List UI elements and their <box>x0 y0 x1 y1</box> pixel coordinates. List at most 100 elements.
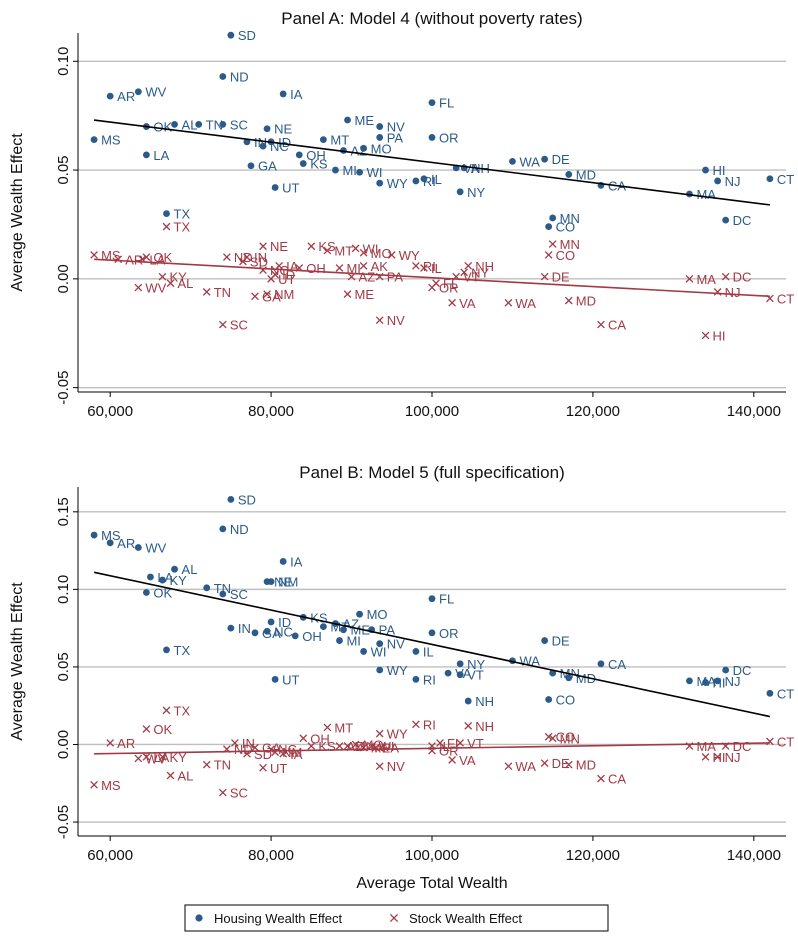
stock-point-label-mn: MN <box>560 731 580 746</box>
housing-point-label-tx: TX <box>174 643 191 658</box>
stock-point-label-me: ME <box>355 287 375 302</box>
housing-point-label-nj: NJ <box>725 174 741 189</box>
panel-b-title: Panel B: Model 5 (full specification) <box>299 463 565 482</box>
stock-point-label-ms: MS <box>101 778 121 793</box>
stock-point-il-stroke-b <box>420 264 428 272</box>
legend-housing-label: Housing Wealth Effect <box>214 911 343 926</box>
housing-point-label-nv: NV <box>387 637 405 652</box>
stock-point-label-la: LA <box>153 750 169 765</box>
housing-point-al <box>171 120 178 128</box>
housing-point-ri <box>412 177 420 185</box>
panel-a-x-tick-label: 60,000 <box>87 403 133 420</box>
housing-point-label-tn: TN <box>214 581 231 596</box>
panel-b-y-tick-label: -0.05 <box>55 805 72 839</box>
housing-point-label-wi: WI <box>371 644 387 659</box>
stock-point-label-wa: WA <box>515 759 536 774</box>
stock-point-ok-stroke-b <box>142 725 151 733</box>
panel-a-stock-fit-line <box>94 258 770 298</box>
housing-point-nv <box>376 123 384 130</box>
housing-point-sc <box>219 590 227 598</box>
panel-b-y-tick-label: 0.10 <box>55 575 72 604</box>
stock-point-label-nv: NV <box>387 313 405 328</box>
stock-point-label-nj: NJ <box>725 750 741 765</box>
housing-point-label-ok: OK <box>153 585 172 600</box>
housing-point-label-de: DE <box>552 152 570 167</box>
housing-point-label-ca: CA <box>608 657 626 672</box>
housing-point-label-ms: MS <box>101 528 121 543</box>
housing-point-label-wi: WI <box>367 165 383 180</box>
stock-point-az-stroke-b <box>347 272 356 281</box>
housing-point-label-ky: KY <box>169 573 187 588</box>
stock-point-label-az: AZ <box>359 270 376 285</box>
stock-point-fl <box>436 739 444 747</box>
stock-point-ca <box>597 320 605 329</box>
stock-point-label-nd: ND <box>234 250 253 265</box>
housing-point-sc <box>219 120 227 128</box>
housing-point-il <box>420 175 428 183</box>
housing-point-ar <box>106 539 114 547</box>
stock-point-va <box>448 298 456 307</box>
stock-point-mn-stroke-b <box>548 734 557 743</box>
stock-point-label-ok: OK <box>153 722 172 737</box>
stock-point-az <box>347 272 356 281</box>
stock-point-tx <box>162 222 171 231</box>
stock-point-label-tx: TX <box>174 703 191 718</box>
panel-b-stock-fit-line <box>94 742 770 755</box>
stock-point-nm <box>263 290 271 298</box>
stock-point-co-stroke-b <box>544 732 553 741</box>
stock-point-label-id: ID <box>282 268 295 283</box>
stock-point-ar <box>114 255 123 264</box>
stock-point-az <box>335 742 344 750</box>
housing-point-ok <box>142 589 150 596</box>
housing-point-ms <box>90 136 98 144</box>
stock-point-mt <box>323 723 332 732</box>
housing-point-label-wv: WV <box>145 540 166 555</box>
stock-point-tn-stroke-b <box>202 288 211 296</box>
stock-point-mt-stroke-b <box>323 723 332 732</box>
stock-point-la-stroke-b <box>142 753 151 761</box>
stock-point-ms <box>90 251 98 259</box>
stock-point-label-oh: OH <box>306 261 326 276</box>
stock-point-nv <box>375 762 384 771</box>
housing-point-pa <box>376 134 384 141</box>
stock-point-md <box>564 760 573 769</box>
housing-point-me <box>340 626 347 634</box>
housing-point-tx <box>163 210 170 217</box>
housing-point-label-ri: RI <box>423 672 436 687</box>
housing-point-label-or: OR <box>439 626 459 641</box>
stock-point-ca-stroke-b <box>597 320 605 329</box>
stock-point-tn-stroke-b <box>202 760 211 769</box>
stock-point-label-nm: NM <box>282 745 302 760</box>
housing-point-label-ct: CT <box>777 172 794 187</box>
stock-point-de-stroke-b <box>540 272 549 281</box>
stock-point-label-ak: AK <box>371 259 389 274</box>
stock-point-label-wa: WA <box>515 296 536 311</box>
housing-point-label-ut: UT <box>282 180 299 195</box>
stock-point-ri-stroke-b <box>412 720 420 729</box>
stock-point-ma-stroke-b <box>685 275 694 283</box>
stock-point-wv-stroke-b <box>134 283 143 292</box>
stock-point-ia-stroke-b <box>275 261 283 270</box>
stock-point-sc <box>218 788 227 797</box>
housing-point-co <box>545 696 553 703</box>
stock-point-label-dc: DC <box>733 270 752 285</box>
housing-point-label-fl: FL <box>439 96 454 111</box>
stock-point-al-stroke-b <box>166 279 175 288</box>
housing-point-label-wy: WY <box>387 663 408 678</box>
stock-point-label-ut: UT <box>270 761 287 776</box>
stock-point-ok-stroke-b <box>142 253 151 261</box>
stock-point-nh <box>464 722 473 730</box>
housing-point-nj <box>714 177 722 185</box>
housing-point-ne <box>263 578 271 586</box>
housing-point-ut <box>271 184 279 191</box>
housing-point-label-sc: SC <box>230 587 248 602</box>
stock-point-tx-stroke-b <box>162 222 171 231</box>
panel-b-y-axis-label: Average Wealth Effect <box>9 582 26 741</box>
stock-point-nv-stroke-b <box>375 316 384 325</box>
stock-point-ia-stroke-b <box>279 749 288 758</box>
stock-point-oh-stroke-b <box>299 734 308 743</box>
panel-b-chart: -0.05 0.00 0.05 0.10 0.15 60,000 80,000 100,000… <box>9 463 794 892</box>
stock-point-label-ma: MA <box>696 739 716 754</box>
